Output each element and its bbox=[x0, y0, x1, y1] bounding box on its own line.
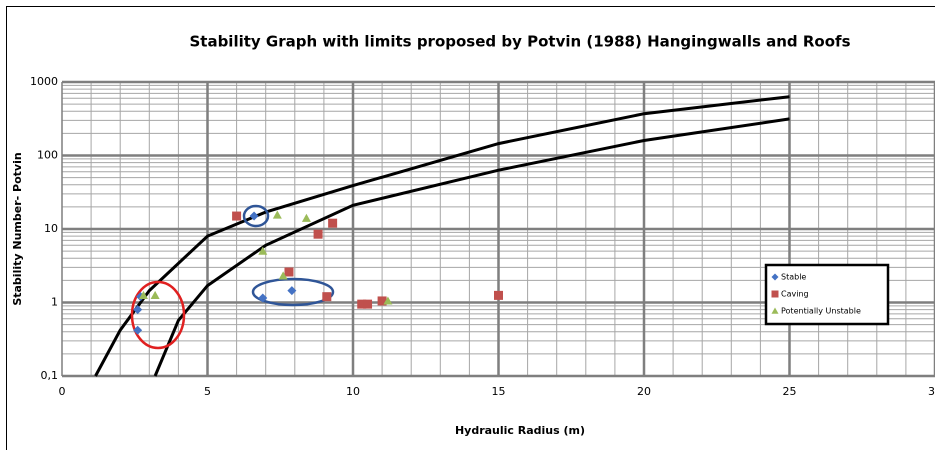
x-tick-label: 25 bbox=[783, 385, 797, 398]
frame bbox=[6, 6, 935, 450]
legend-marker bbox=[771, 290, 779, 298]
point bbox=[377, 296, 387, 306]
point bbox=[357, 299, 367, 309]
x-tick-label: 15 bbox=[492, 385, 506, 398]
point bbox=[278, 271, 288, 280]
x-axis-label: Hydraulic Radius (m) bbox=[455, 424, 585, 437]
point bbox=[258, 293, 268, 303]
point bbox=[133, 305, 143, 315]
legend-label: Potentially Unstable bbox=[781, 307, 861, 316]
y-tick-label: 100 bbox=[37, 149, 58, 162]
legend-label: Caving bbox=[781, 290, 809, 299]
point bbox=[249, 211, 259, 221]
chart-title: Stability Graph with limits proposed by … bbox=[189, 33, 850, 51]
legend bbox=[764, 263, 890, 326]
point bbox=[287, 286, 297, 296]
legend-marker bbox=[771, 307, 779, 314]
y-tick-label: 0,1 bbox=[41, 369, 59, 382]
point bbox=[150, 290, 160, 299]
point bbox=[258, 246, 268, 255]
point bbox=[313, 229, 323, 239]
point bbox=[494, 290, 503, 300]
highlight-ellipse bbox=[242, 204, 270, 228]
x-tick-label: 20 bbox=[637, 385, 651, 398]
point bbox=[328, 218, 338, 228]
y-tick-label: 1000 bbox=[30, 75, 58, 88]
point bbox=[133, 325, 143, 335]
highlight-ellipse bbox=[130, 280, 186, 350]
legend-label: Stable bbox=[781, 273, 806, 282]
x-tick-label: 30 bbox=[928, 385, 935, 398]
point bbox=[272, 210, 282, 219]
point bbox=[138, 290, 148, 299]
x-tick-label: 10 bbox=[346, 385, 360, 398]
x-tick-label: 5 bbox=[204, 385, 211, 398]
y-tick-label: 10 bbox=[44, 222, 58, 235]
legend-marker bbox=[771, 273, 779, 281]
point bbox=[363, 299, 373, 309]
limit-curve bbox=[153, 117, 790, 377]
point bbox=[383, 296, 393, 305]
highlight-ellipse bbox=[251, 277, 335, 307]
y-tick-label: 1 bbox=[51, 296, 58, 309]
x-tick-label: 0 bbox=[59, 385, 66, 398]
y-axis-label: Stability Number- Potvin bbox=[11, 152, 24, 305]
point bbox=[322, 292, 332, 302]
point bbox=[284, 267, 294, 277]
plot-area bbox=[61, 80, 935, 378]
point bbox=[232, 211, 242, 221]
point bbox=[301, 213, 311, 222]
